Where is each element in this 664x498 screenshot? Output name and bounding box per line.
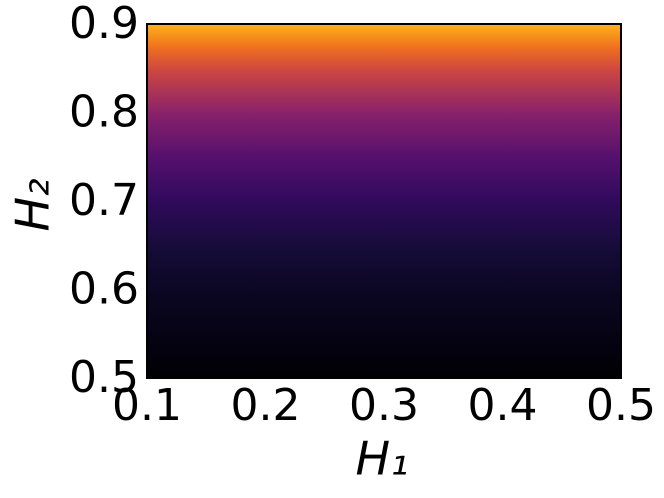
y-tick-label: 0.5: [69, 352, 139, 403]
contour-band: [147, 23, 621, 47]
contour-band: [147, 112, 621, 158]
contour-band: [147, 200, 621, 246]
y-tick-label: 0.8: [69, 87, 139, 138]
plot-area: [147, 23, 621, 379]
x-tick-label: 0.3: [349, 380, 419, 431]
x-tick-label: 0.5: [586, 380, 656, 431]
x-tick-label: 0.2: [231, 380, 301, 431]
y-axis-label: H₂: [6, 178, 60, 231]
x-tick-label: 0.1: [112, 380, 182, 431]
contour-band: [147, 67, 621, 113]
contour-band: [147, 289, 621, 379]
contour-band: [147, 45, 621, 69]
contour-band: [147, 244, 621, 290]
y-tick-label: 0.6: [69, 264, 139, 315]
y-tick-label: 0.7: [69, 175, 139, 226]
axes-frame: [146, 23, 622, 379]
contour-band: [147, 156, 621, 202]
x-tick-label: 0.4: [468, 380, 538, 431]
y-tick-label: 0.9: [69, 0, 139, 49]
x-axis-label: H₁: [355, 432, 408, 486]
